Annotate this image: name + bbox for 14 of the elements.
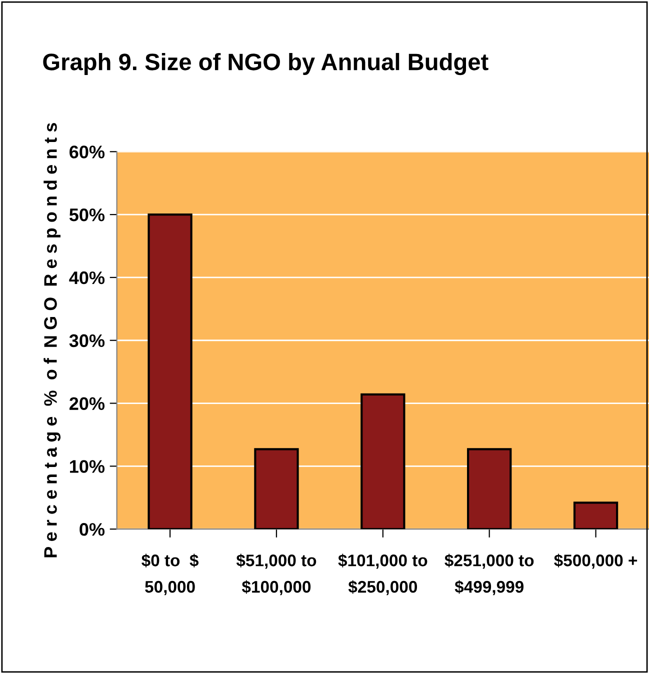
y-tick-label: 20% (70, 397, 105, 410)
y-tick-label: 10% (70, 460, 105, 473)
x-tick-label: $101,000 to $250,000 (338, 554, 428, 596)
y-axis-title: P e r c e n t a g e % o f N G O R e s p o n d e n t s (44, 123, 61, 558)
x-tick-label: $51,000 to $100,000 (236, 554, 316, 596)
y-tick-label: 0% (80, 523, 105, 536)
chart-title: Graph 9. Size of NGO by Annual Budget (43, 52, 488, 76)
x-tick-label: $500,000 + (554, 554, 638, 569)
x-tick-label: $251,000 to $499,999 (444, 554, 534, 596)
y-tick-label: 60% (70, 146, 105, 158)
y-tick-label: 40% (69, 271, 105, 284)
y-tick-label: 50% (69, 208, 105, 222)
y-tick-label: 30% (69, 334, 105, 348)
x-tick-label: $0 to $ 50,000 (142, 554, 199, 596)
